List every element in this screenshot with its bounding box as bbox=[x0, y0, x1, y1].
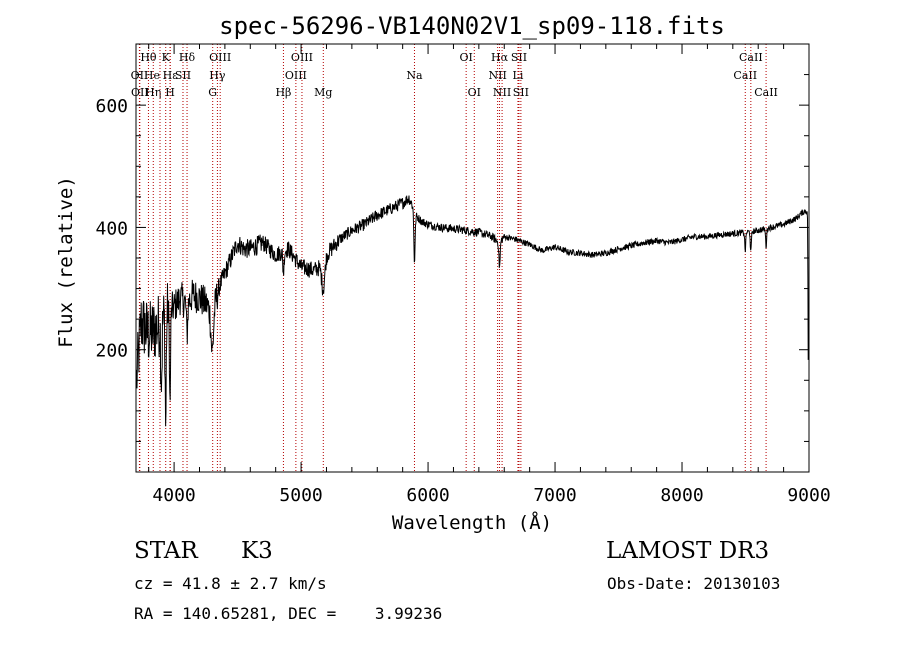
spectral-line-label: OIII bbox=[285, 69, 307, 82]
spectral-line-label: NII bbox=[488, 69, 506, 82]
spectral-line-label: OIII bbox=[291, 51, 313, 64]
y-tick-label: 200 bbox=[95, 341, 128, 362]
spectral-line-label: CaII bbox=[733, 69, 757, 82]
spectral-line-label: K bbox=[162, 51, 171, 64]
spectral-line-label: Hα bbox=[491, 51, 509, 64]
x-tick-label: 8000 bbox=[660, 485, 703, 506]
x-tick-label: 5000 bbox=[279, 485, 322, 506]
x-tick-label: 7000 bbox=[533, 485, 576, 506]
line-markers: HθOIIOIIHηHeKHHεSIIHδOIIIHγGHβOIIIOIIIMg… bbox=[131, 44, 778, 472]
spectral-line-label: NII bbox=[493, 86, 511, 99]
x-axis-label: Wavelength (Å) bbox=[392, 511, 552, 534]
spectral-line-label: Hδ bbox=[179, 51, 196, 64]
spectrum-series bbox=[136, 195, 809, 427]
spectral-line-label: OII bbox=[131, 86, 149, 99]
spectral-line-label: G bbox=[208, 86, 217, 99]
spectral-line-label: SII bbox=[511, 51, 527, 64]
spectral-line-label: Hη bbox=[145, 86, 161, 99]
sky-coordinates: RA = 140.65281, DEC = 3.99236 bbox=[134, 604, 443, 623]
spectrum-line bbox=[136, 195, 809, 427]
observation-date: Obs-Date: 20130103 bbox=[607, 574, 781, 593]
spectral-line-label: He bbox=[144, 69, 160, 82]
object-class: STAR bbox=[134, 538, 198, 564]
spectral-line-label: SII bbox=[175, 69, 191, 82]
chart-title: spec-56296-VB140N02V1_sp09-118.fits bbox=[219, 12, 725, 40]
object-subclass: K3 bbox=[241, 538, 273, 564]
spectral-line-label: Hγ bbox=[209, 69, 226, 82]
axis-ticks: 4000 5000 6000 7000 8000 9000 200 400 600 bbox=[95, 43, 831, 506]
x-tick-label: 6000 bbox=[406, 485, 449, 506]
y-tick-label: 600 bbox=[95, 96, 128, 117]
spectral-line-label: OI bbox=[459, 51, 472, 64]
spectral-line-label: Hθ bbox=[140, 51, 157, 64]
spectral-line-label: OI bbox=[468, 86, 481, 99]
spectral-line-label: Hβ bbox=[275, 86, 291, 99]
spectral-line-label: Hε bbox=[163, 69, 179, 82]
spectral-line-label: Mg bbox=[314, 86, 332, 99]
spectral-line-label: Na bbox=[406, 69, 423, 82]
spectral-line-label: OIII bbox=[209, 51, 231, 64]
spectral-line-label: OII bbox=[131, 69, 149, 82]
spectral-line-label: CaII bbox=[739, 51, 763, 64]
plot-frame bbox=[135, 43, 810, 473]
x-tick-label: 4000 bbox=[152, 485, 195, 506]
spectral-line-label: Li bbox=[513, 69, 524, 82]
y-tick-label: 400 bbox=[95, 218, 128, 239]
x-tick-label: 9000 bbox=[787, 485, 830, 506]
spectral-line-label: CaII bbox=[754, 86, 778, 99]
survey-name: LAMOST DR3 bbox=[606, 538, 770, 564]
redshift-value: cz = 41.8 ± 2.7 km/s bbox=[134, 574, 327, 593]
spectral-line-label: SII bbox=[513, 86, 529, 99]
y-axis-label: Flux (relative) bbox=[55, 176, 77, 348]
